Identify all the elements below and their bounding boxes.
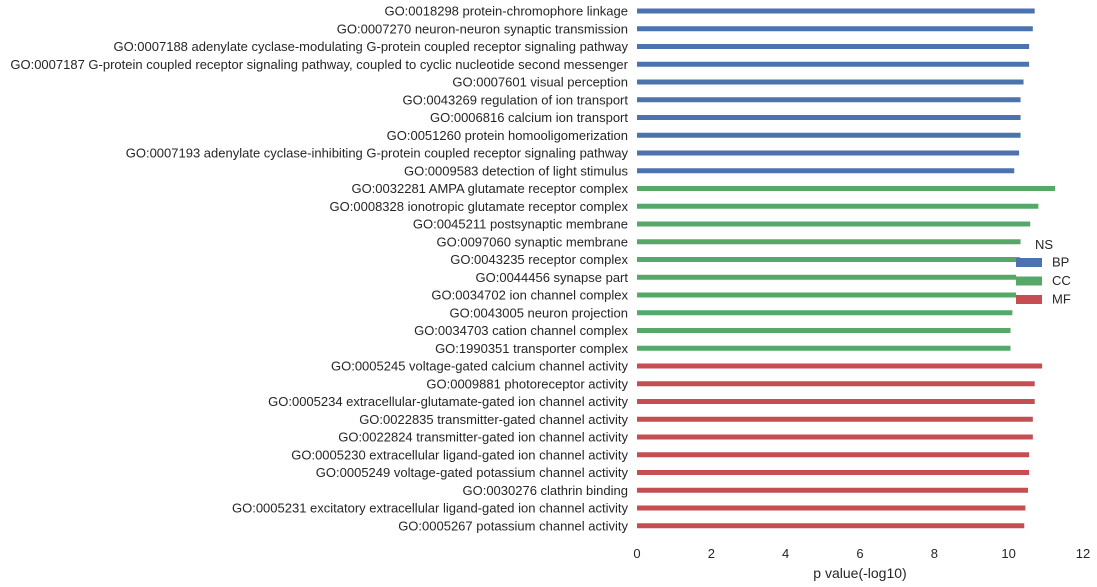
category-label: GO:0043269 regulation of ion transport xyxy=(403,92,629,107)
category-label: GO:0097060 synaptic membrane xyxy=(437,234,629,249)
category-label: GO:0051260 protein homooligomerization xyxy=(387,128,628,143)
legend-label-mf: MF xyxy=(1052,292,1071,307)
bar-cc xyxy=(637,257,1020,262)
bar-bp xyxy=(637,132,1021,138)
legend: NS BP CC MF xyxy=(1016,237,1071,307)
bar-mf xyxy=(637,399,1035,404)
category-label: GO:0005234 extracellular-glutamate-gated… xyxy=(268,394,628,409)
category-label: GO:0006816 calcium ion transport xyxy=(430,110,628,125)
legend-swatch-cc xyxy=(1016,276,1042,286)
bar-cc xyxy=(637,292,1017,298)
category-label: GO:0043235 receptor complex xyxy=(450,252,628,267)
category-labels-group: GO:0018298 protein-chromophore linkage GO… xyxy=(10,4,628,534)
category-label: GO:0005249 voltage-gated potassium chann… xyxy=(316,465,629,480)
category-label: GO:0005231 excitatory extracellular liga… xyxy=(232,501,629,516)
category-label: GO:0030276 clathrin binding xyxy=(462,483,628,498)
bar-cc xyxy=(637,203,1039,209)
bar-bp xyxy=(637,79,1024,85)
bar-mf xyxy=(637,381,1035,387)
bar-mf xyxy=(637,416,1033,422)
category-label: GO:0008328 ionotropic glutamate receptor… xyxy=(330,199,629,214)
category-label: GO:0007601 visual perception xyxy=(452,75,628,90)
bar-bp xyxy=(637,150,1020,156)
category-label: GO:0007187 G-protein coupled receptor si… xyxy=(10,57,628,72)
category-label: GO:0005245 voltage-gated calcium channel… xyxy=(331,359,629,374)
bar-bp xyxy=(637,8,1035,14)
bar-cc xyxy=(637,328,1011,333)
bar-bp xyxy=(637,168,1015,174)
bar-mf xyxy=(637,452,1030,458)
bar-cc xyxy=(637,186,1056,191)
x-tick-label: 6 xyxy=(856,546,863,561)
bar-mf xyxy=(637,434,1033,440)
x-axis-label: p value(-log10) xyxy=(813,565,906,581)
category-label: GO:0007270 neuron-neuron synaptic transm… xyxy=(337,21,628,36)
legend-label-bp: BP xyxy=(1052,255,1069,270)
category-label: GO:0005267 potassium channel activity xyxy=(398,518,628,533)
x-tick-label: 10 xyxy=(1001,546,1015,561)
category-label: GO:0007193 adenylate cyclase-inhibiting … xyxy=(126,146,629,161)
category-label: GO:0009583 detection of light stimulus xyxy=(404,163,629,178)
legend-swatch-mf xyxy=(1016,295,1042,304)
legend-swatch-bp xyxy=(1016,258,1042,267)
bar-mf xyxy=(637,363,1043,369)
bar-cc xyxy=(637,221,1031,227)
category-label: GO:0022835 transmitter-gated channel act… xyxy=(359,412,628,427)
category-label: GO:0032281 AMPA glutamate receptor compl… xyxy=(351,181,628,196)
bar-cc xyxy=(637,274,1017,280)
x-tick-label: 0 xyxy=(633,546,640,561)
bar-mf xyxy=(637,487,1028,493)
category-label: GO:0044456 synapse part xyxy=(476,270,629,285)
legend-title: NS xyxy=(1035,237,1053,252)
bars-group xyxy=(637,8,1056,529)
x-tick-label: 8 xyxy=(931,546,938,561)
x-tick-label: 12 xyxy=(1076,546,1090,561)
bar-cc xyxy=(637,310,1013,316)
category-label: GO:0007188 adenylate cyclase-modulating … xyxy=(113,39,628,54)
category-label: GO:0045211 postsynaptic membrane xyxy=(413,217,628,232)
category-label: GO:0009881 photoreceptor activity xyxy=(426,376,628,391)
x-ticks-group: 0 2 4 6 8 10 12 xyxy=(633,546,1090,561)
category-label: GO:0034702 ion channel complex xyxy=(431,288,628,303)
category-label: GO:0005230 extracellular ligand-gated io… xyxy=(291,447,628,462)
bar-bp xyxy=(637,61,1030,67)
bar-cc xyxy=(637,345,1011,351)
bar-mf xyxy=(637,505,1026,511)
category-label: GO:1990351 transporter complex xyxy=(435,341,628,356)
category-label: GO:0022824 transmitter-gated ion channel… xyxy=(338,430,628,445)
bar-mf xyxy=(637,523,1025,529)
bar-mf xyxy=(637,470,1030,475)
bar-bp xyxy=(637,26,1033,32)
x-tick-label: 4 xyxy=(782,546,789,561)
category-label: GO:0034703 cation channel complex xyxy=(414,323,628,338)
category-label: GO:0018298 protein-chromophore linkage xyxy=(384,4,628,19)
legend-label-cc: CC xyxy=(1052,273,1071,288)
bar-bp xyxy=(637,44,1030,49)
bar-cc xyxy=(637,239,1021,245)
category-label: GO:0043005 neuron projection xyxy=(449,305,628,320)
x-tick-label: 2 xyxy=(708,546,715,561)
bar-bp xyxy=(637,97,1021,103)
bar-bp xyxy=(637,115,1021,120)
